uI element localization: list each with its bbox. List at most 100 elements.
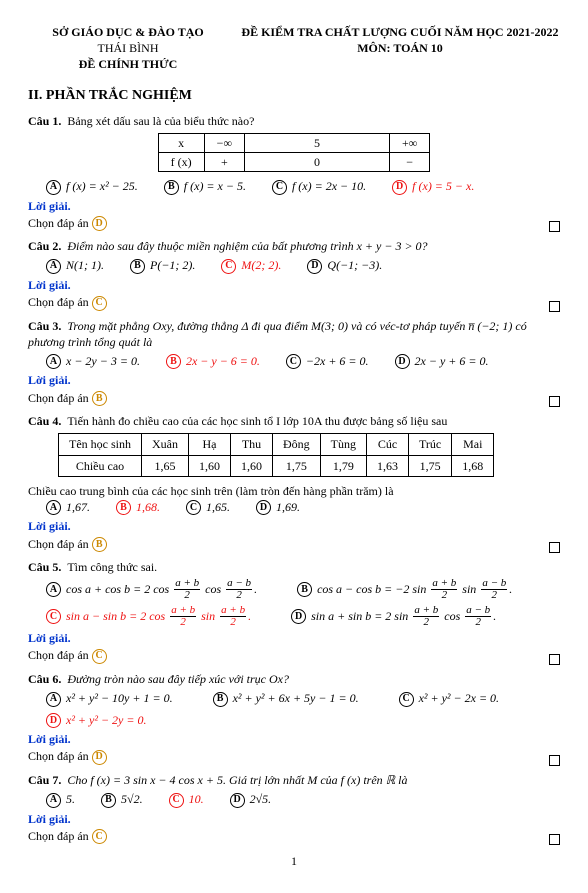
choice-d-icon: D xyxy=(291,609,306,624)
question-1: Câu 1. Bảng xét dấu sau là của biểu thức… xyxy=(28,113,560,232)
choice-d-icon: D xyxy=(307,259,322,274)
q5-opt-d: D sin a + sin b = 2 sin a + b2 cos a − b… xyxy=(291,605,496,628)
q2-b-text: P(−1; 2). xyxy=(150,258,195,272)
q1-options: A f (x) = x² − 25. B f (x) = x − 5. C f … xyxy=(28,178,560,196)
dt-h6: Cúc xyxy=(367,434,409,455)
dt-h3: Thu xyxy=(231,434,273,455)
q1-text: Bảng xét dấu sau là của biểu thức nào? xyxy=(67,114,254,128)
choice-b-icon: B xyxy=(101,793,116,808)
dt-r4: 1,75 xyxy=(273,455,321,476)
q5-opt-c: C sin a − sin b = 2 cos a + b2 sin a + b… xyxy=(46,605,251,628)
q2-options: A N(1; 1). B P(−1; 2). C M(2; 2). D Q(−1… xyxy=(28,257,560,275)
choice-b-icon: B xyxy=(166,354,181,369)
q5-a-text: cos a + cos b = 2 cos a + b2 cos a − b2. xyxy=(66,582,257,596)
chosen-line: Chọn đáp án B xyxy=(28,390,560,408)
q5-c-text: sin a − sin b = 2 cos a + b2 sin a + b2. xyxy=(66,609,251,623)
q6-opt-a: A x² + y² − 10y + 1 = 0. xyxy=(46,690,173,708)
q6-opt-c: C x² + y² − 2x = 0. xyxy=(399,690,499,708)
choice-d-icon: D xyxy=(46,713,61,728)
q4-after: Chiều cao trung bình của các học sinh tr… xyxy=(28,483,560,499)
q7-a-text: 5. xyxy=(66,792,75,806)
q-label: Câu xyxy=(28,560,49,574)
q2-a-text: N(1; 1). xyxy=(66,258,104,272)
question-2: Câu 2. Điểm nào sau đây thuộc miền nghiệ… xyxy=(28,238,560,311)
checkbox-icon xyxy=(549,834,560,845)
choice-c-icon: C xyxy=(221,259,236,274)
question-4: Câu 4. Tiến hành đo chiều cao của các họ… xyxy=(28,413,560,553)
dt-r0: Chiều cao xyxy=(59,455,142,476)
q3-a-text: x − 2y − 3 = 0. xyxy=(66,354,140,368)
dt-r8: 1,68 xyxy=(452,455,494,476)
dt-h8: Mai xyxy=(452,434,494,455)
st-zero: 0 xyxy=(245,152,390,171)
chosen-icon: C xyxy=(92,296,107,311)
q3-text: Trong mặt phẳng Oxy, đường thẳng Δ đi qu… xyxy=(28,319,527,349)
q5-opt-b: B cos a − cos b = −2 sin a + b2 sin a − … xyxy=(297,578,512,601)
q4-d-text: 1,69. xyxy=(276,500,300,514)
checkbox-icon xyxy=(549,221,560,232)
checkbox-icon xyxy=(549,396,560,407)
q2-d-text: Q(−1; −3). xyxy=(327,258,382,272)
q-label: Câu xyxy=(28,114,49,128)
solution-label: Lời giải. xyxy=(28,518,560,534)
q4-a-text: 1,67. xyxy=(66,500,90,514)
q3-opt-d: D 2x − y + 6 = 0. xyxy=(395,353,489,371)
choice-d-icon: D xyxy=(392,180,407,195)
chosen-line: Chọn đáp án C xyxy=(28,647,560,665)
q2-c-text: M(2; 2). xyxy=(241,258,281,272)
checkbox-icon xyxy=(549,301,560,312)
chosen-label: Chọn đáp án xyxy=(28,829,89,843)
q5-title: Câu 5. Tìm công thức sai. xyxy=(28,559,560,575)
doc-type: ĐỀ CHÍNH THỨC xyxy=(28,56,228,72)
q5-d-text: sin a + sin b = 2 sin a + b2 cos a − b2. xyxy=(311,609,496,623)
q4-text: Tiến hành đo chiều cao của các học sinh … xyxy=(67,414,447,428)
chosen-icon: B xyxy=(92,391,107,406)
dt-h7: Trúc xyxy=(409,434,452,455)
q5-opt-a: A cos a + cos b = 2 cos a + b2 cos a − b… xyxy=(46,578,257,601)
dt-h0: Tên học sinh xyxy=(59,434,142,455)
q2-opt-c: C M(2; 2). xyxy=(221,257,281,275)
q6-title: Câu 6. Đường tròn nào sau đây tiếp xúc v… xyxy=(28,671,560,687)
solution-label: Lời giải. xyxy=(28,731,560,747)
dt-h5: Tùng xyxy=(320,434,366,455)
q-label: Câu xyxy=(28,239,49,253)
choice-a-icon: A xyxy=(46,180,61,195)
q6-opt-b: B x² + y² + 6x + 5y − 1 = 0. xyxy=(213,690,359,708)
q6-text: Đường tròn nào sau đây tiếp xúc với trục… xyxy=(67,672,289,686)
q1-opt-d: D f (x) = 5 − x. xyxy=(392,178,474,196)
q7-text: Cho f (x) = 3 sin x − 4 cos x + 5. Giá t… xyxy=(67,773,407,787)
checkbox-icon xyxy=(549,542,560,553)
st-posinf: +∞ xyxy=(390,133,430,152)
choice-d-icon: D xyxy=(395,354,410,369)
q7-opt-d: D 2√5. xyxy=(230,791,272,809)
choice-b-icon: B xyxy=(213,692,228,707)
solution-label: Lời giải. xyxy=(28,811,560,827)
dt-h4: Đông xyxy=(273,434,321,455)
section-title: II. PHẦN TRẮC NGHIỆM xyxy=(28,87,560,106)
q4-opt-a: A 1,67. xyxy=(46,499,90,517)
choice-c-icon: C xyxy=(169,793,184,808)
q1-d-text: f (x) = 5 − x. xyxy=(412,179,474,193)
st-five: 5 xyxy=(245,133,390,152)
solution-label: Lời giải. xyxy=(28,198,560,214)
q3-num: 3 xyxy=(52,319,58,333)
choice-c-icon: C xyxy=(186,500,201,515)
choice-b-icon: B xyxy=(130,259,145,274)
chosen-icon: D xyxy=(92,216,107,231)
st-plus: + xyxy=(204,152,244,171)
q5-b-text: cos a − cos b = −2 sin a + b2 sin a − b2… xyxy=(317,582,512,596)
q2-num: 2 xyxy=(52,239,58,253)
q4-opt-d: D 1,69. xyxy=(256,499,300,517)
q7-b-text: 5√2. xyxy=(121,792,143,806)
q5-num: 5 xyxy=(52,560,58,574)
dt-h1: Xuân xyxy=(142,434,189,455)
q-label: Câu xyxy=(28,319,49,333)
exam-title: ĐỀ KIỂM TRA CHẤT LƯỢNG CUỐI NĂM HỌC 2021… xyxy=(240,24,560,40)
q3-opt-b: B 2x − y − 6 = 0. xyxy=(166,353,260,371)
q4-b-text: 1,68. xyxy=(136,500,160,514)
st-minus: − xyxy=(390,152,430,171)
q3-b-text: 2x − y − 6 = 0. xyxy=(186,354,260,368)
dt-r7: 1,75 xyxy=(409,455,452,476)
q5-options: A cos a + cos b = 2 cos a + b2 cos a − b… xyxy=(28,578,560,628)
choice-a-icon: A xyxy=(46,500,61,515)
